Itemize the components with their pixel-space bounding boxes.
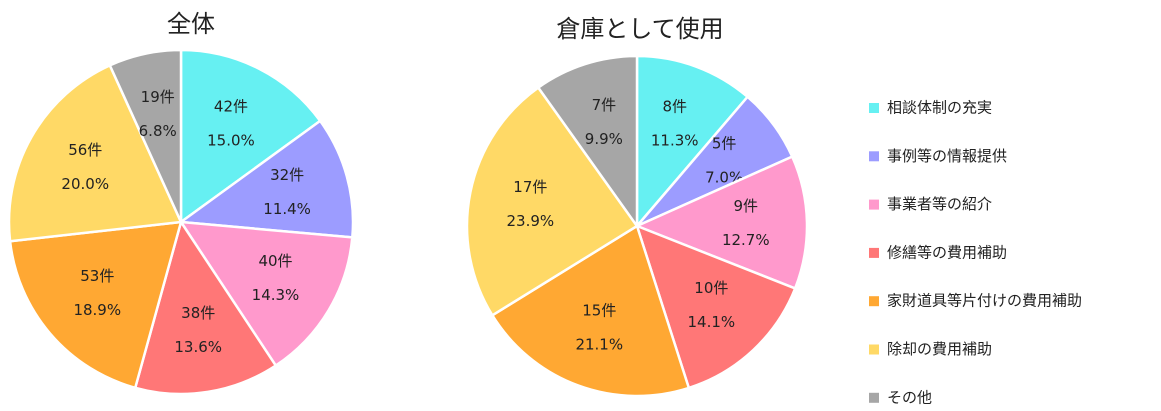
pie-slice <box>8 220 183 390</box>
value-label: 19件 <box>141 88 175 106</box>
value-label: 32件 <box>270 166 304 184</box>
legend-label: 除却の費用補助 <box>887 340 992 358</box>
legend-label: 家財道具等片付けの費用補助 <box>887 292 1082 310</box>
value-label: 8件 <box>662 97 687 115</box>
legend-swatch <box>869 392 879 403</box>
percent-label: 11.4% <box>263 200 311 218</box>
pie-slice <box>7 63 183 243</box>
percent-label: 12.7% <box>722 231 770 249</box>
legend-label: 事業者等の紹介 <box>887 195 992 213</box>
legend-swatch <box>869 199 879 210</box>
value-label: 15件 <box>582 302 616 320</box>
value-label: 9件 <box>733 197 758 215</box>
legend-swatch <box>869 247 879 258</box>
pie-slice <box>536 54 639 230</box>
value-label: 17件 <box>513 178 547 196</box>
pie-slice <box>465 85 639 318</box>
percent-label: 20.0% <box>61 175 109 193</box>
percent-label: 13.6% <box>174 338 222 356</box>
percent-label: 14.3% <box>252 286 300 304</box>
percent-label: 15.0% <box>207 131 255 149</box>
pie-slice <box>108 48 183 223</box>
value-label: 38件 <box>181 304 215 322</box>
percent-label: 9.9% <box>585 130 623 148</box>
chart-title: 全体 <box>167 10 215 38</box>
pie-slice <box>635 54 750 230</box>
pie-slice <box>490 224 691 398</box>
percent-label: 6.8% <box>139 122 177 140</box>
chart-title: 倉庫として使用 <box>556 15 723 43</box>
percent-label: 21.1% <box>575 336 623 354</box>
legend-swatch <box>869 296 879 307</box>
value-label: 10件 <box>694 279 728 297</box>
value-label: 42件 <box>214 97 248 115</box>
percent-label: 14.1% <box>688 313 736 331</box>
legend-swatch <box>869 103 879 113</box>
percent-label: 11.3% <box>651 131 699 149</box>
legend-label: 事例等の情報提供 <box>887 147 1007 165</box>
value-label: 7件 <box>592 96 617 114</box>
pie-slice <box>177 119 355 239</box>
percent-label: 18.9% <box>73 301 121 319</box>
value-label: 5件 <box>712 134 737 152</box>
legend-swatch <box>869 151 879 162</box>
pie-slice <box>179 48 322 225</box>
value-label: 56件 <box>68 141 102 159</box>
legend-label: 相談体制の充実 <box>887 99 992 117</box>
legend-label: 修繕等の費用補助 <box>887 243 1007 261</box>
pie-slice <box>178 220 354 368</box>
percent-label: 23.9% <box>507 212 555 230</box>
pie-slice <box>633 154 809 291</box>
legend-swatch <box>869 344 879 355</box>
value-label: 53件 <box>80 267 114 285</box>
legend-label: その他 <box>887 388 932 406</box>
value-label: 40件 <box>258 252 292 270</box>
